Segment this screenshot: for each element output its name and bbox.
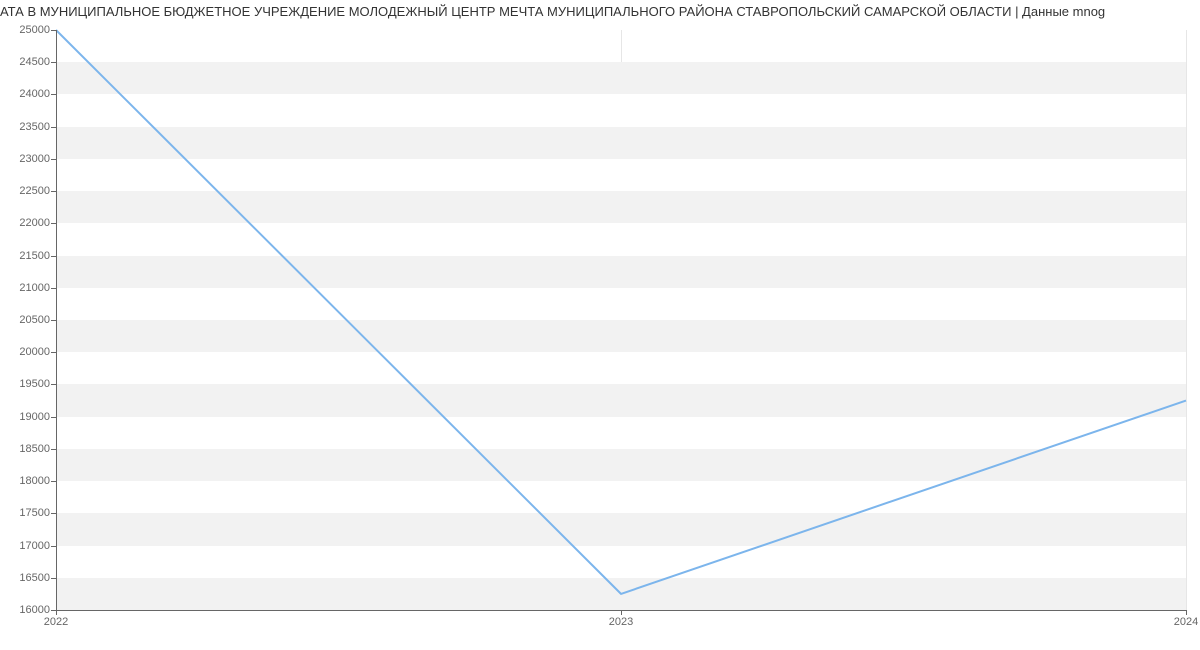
line-series [56, 30, 1186, 610]
series-line [56, 30, 1186, 594]
x-tick-label: 2022 [44, 616, 68, 628]
y-tick-label: 19500 [19, 378, 50, 390]
y-tick-label: 16000 [19, 604, 50, 616]
chart-container: АТА В МУНИЦИПАЛЬНОЕ БЮДЖЕТНОЕ УЧРЕЖДЕНИЕ… [0, 0, 1200, 650]
x-tick-label: 2024 [1174, 616, 1198, 628]
y-tick-label: 21000 [19, 282, 50, 294]
plot-area: 1600016500170001750018000185001900019500… [56, 30, 1186, 610]
y-tick-label: 24000 [19, 88, 50, 100]
y-tick-label: 21500 [19, 250, 50, 262]
y-tick-label: 17500 [19, 507, 50, 519]
y-tick-label: 18000 [19, 475, 50, 487]
y-tick-label: 23500 [19, 121, 50, 133]
y-tick-label: 16500 [19, 572, 50, 584]
y-tick-label: 22500 [19, 185, 50, 197]
y-tick-label: 20500 [19, 314, 50, 326]
x-gridline [1186, 30, 1187, 610]
y-tick-label: 20000 [19, 346, 50, 358]
x-tick-mark [1186, 610, 1187, 615]
y-tick-label: 22000 [19, 217, 50, 229]
y-tick-label: 24500 [19, 56, 50, 68]
x-axis-line [56, 610, 1186, 611]
y-tick-label: 25000 [19, 24, 50, 36]
x-tick-label: 2023 [609, 616, 633, 628]
y-axis-line [56, 30, 57, 610]
y-tick-label: 23000 [19, 153, 50, 165]
y-tick-label: 17000 [19, 540, 50, 552]
y-tick-label: 18500 [19, 443, 50, 455]
y-tick-label: 19000 [19, 411, 50, 423]
chart-title: АТА В МУНИЦИПАЛЬНОЕ БЮДЖЕТНОЕ УЧРЕЖДЕНИЕ… [0, 4, 1200, 19]
